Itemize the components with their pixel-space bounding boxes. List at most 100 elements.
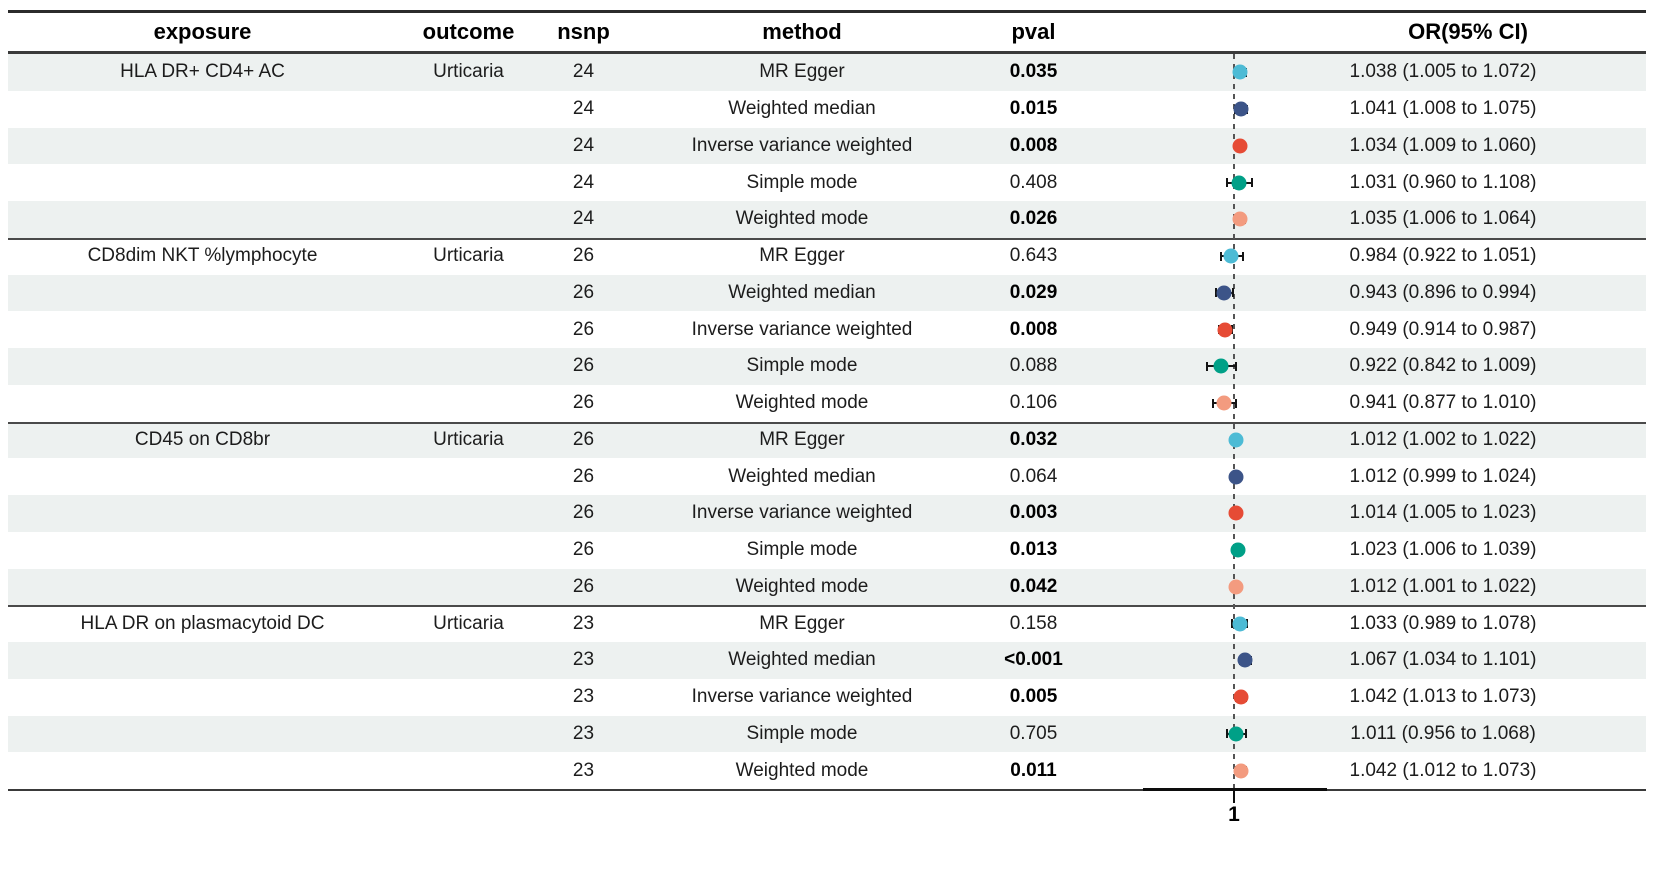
or-point xyxy=(1228,579,1244,595)
forest-cell xyxy=(1090,569,1290,606)
reference-line xyxy=(1233,54,1235,791)
table-row: 26 Weighted median 0.064 1.012 (0.999 to… xyxy=(8,458,1646,495)
pval-cell: 0.408 xyxy=(1009,171,1058,193)
or-ci-cell: 1.035 (1.006 to 1.064) xyxy=(1349,208,1537,230)
forest-cell xyxy=(1090,164,1290,201)
or-ci-cell: 1.067 (1.034 to 1.101) xyxy=(1349,649,1537,671)
pval-cell: 0.705 xyxy=(1009,722,1058,744)
col-header-or-ci: OR(95% CI) xyxy=(1408,19,1528,44)
forest-cell xyxy=(1090,91,1290,128)
table-row: 23 Inverse variance weighted 0.005 1.042… xyxy=(8,679,1646,716)
table-row: 26 Simple mode 0.013 1.023 (1.006 to 1.0… xyxy=(8,532,1646,569)
forest-cell xyxy=(1090,128,1290,165)
or-point xyxy=(1213,358,1229,374)
exposure-cell: HLA DR on plasmacytoid DC xyxy=(80,612,325,634)
nsnp-cell: 26 xyxy=(572,245,595,267)
outcome-cell: Urticaria xyxy=(433,612,504,634)
outcome-cell: Urticaria xyxy=(433,245,504,267)
pval-cell: 0.029 xyxy=(1009,281,1058,303)
or-ci-cell: 1.012 (1.002 to 1.022) xyxy=(1349,428,1537,450)
method-cell: Simple mode xyxy=(746,171,858,193)
table-row: 24 Weighted median 0.015 1.041 (1.008 to… xyxy=(8,91,1646,128)
table-row: 24 Weighted mode 0.026 1.035 (1.006 to 1… xyxy=(8,201,1646,238)
nsnp-cell: 26 xyxy=(572,281,595,303)
method-cell: Weighted mode xyxy=(735,208,869,230)
method-cell: Inverse variance weighted xyxy=(691,686,913,708)
method-cell: Weighted median xyxy=(728,281,876,303)
table-row: CD45 on CD8br Urticaria 26 MR Egger 0.03… xyxy=(8,421,1646,459)
forest-cell xyxy=(1090,752,1290,789)
pval-cell: 0.008 xyxy=(1009,134,1058,156)
col-header-nsnp: nsnp xyxy=(557,19,610,44)
col-header-outcome: outcome xyxy=(422,19,515,44)
nsnp-cell: 26 xyxy=(572,392,595,414)
col-header-pval: pval xyxy=(1011,19,1056,44)
or-point xyxy=(1228,726,1244,742)
col-header-exposure: exposure xyxy=(153,19,252,44)
forest-cell xyxy=(1090,458,1290,495)
or-ci-cell: 1.042 (1.013 to 1.073) xyxy=(1349,686,1537,708)
or-ci-cell: 1.034 (1.009 to 1.060) xyxy=(1349,134,1537,156)
or-ci-cell: 1.041 (1.008 to 1.075) xyxy=(1349,98,1537,120)
or-point xyxy=(1233,763,1249,779)
or-ci-cell: 1.012 (0.999 to 1.024) xyxy=(1349,465,1537,487)
table-row: 26 Weighted mode 0.042 1.012 (1.001 to 1… xyxy=(8,568,1646,606)
forest-cell xyxy=(1090,495,1290,532)
nsnp-cell: 24 xyxy=(572,61,595,83)
exposure-cell: CD8dim NKT %lymphocyte xyxy=(87,245,318,267)
table-row: 23 Simple mode 0.705 1.011 (0.956 to 1.0… xyxy=(8,715,1646,753)
table-body: HLA DR+ CD4+ AC Urticaria 24 MR Egger 0.… xyxy=(8,54,1646,789)
forest-cell xyxy=(1090,275,1290,312)
forest-cell xyxy=(1090,642,1290,679)
forest-cell xyxy=(1090,385,1290,422)
nsnp-cell: 26 xyxy=(572,502,595,524)
col-header-method: method xyxy=(762,19,842,44)
or-point xyxy=(1232,64,1248,80)
forest-cell xyxy=(1090,716,1290,753)
or-point xyxy=(1228,505,1244,521)
or-ci-cell: 1.042 (1.012 to 1.073) xyxy=(1349,759,1537,781)
forest-cell xyxy=(1090,238,1290,275)
method-cell: Weighted mode xyxy=(735,392,869,414)
or-point xyxy=(1232,138,1248,154)
method-cell: MR Egger xyxy=(759,61,845,83)
pval-cell: 0.042 xyxy=(1009,575,1058,597)
pval-cell: 0.158 xyxy=(1009,612,1058,634)
nsnp-cell: 26 xyxy=(572,465,595,487)
or-ci-cell: 0.984 (0.922 to 1.051) xyxy=(1349,245,1537,267)
forest-cell xyxy=(1090,201,1290,238)
pval-cell: 0.013 xyxy=(1009,539,1058,561)
method-cell: Simple mode xyxy=(746,539,858,561)
table-row: 26 Inverse variance weighted 0.008 0.949… xyxy=(8,311,1646,348)
pval-cell: 0.011 xyxy=(1010,759,1057,781)
nsnp-cell: 26 xyxy=(572,575,595,597)
or-ci-cell: 1.031 (0.960 to 1.108) xyxy=(1349,171,1537,193)
or-point xyxy=(1237,652,1253,668)
outcome-cell: Urticaria xyxy=(433,61,504,83)
or-ci-cell: 0.949 (0.914 to 0.987) xyxy=(1349,318,1537,340)
or-ci-cell: 1.011 (0.956 to 1.068) xyxy=(1350,722,1536,744)
outcome-cell: Urticaria xyxy=(433,428,504,450)
pval-cell: 0.005 xyxy=(1009,686,1058,708)
or-point xyxy=(1232,211,1248,227)
nsnp-cell: 23 xyxy=(572,686,595,708)
header-row: exposure outcome nsnp method pval OR(95%… xyxy=(8,13,1646,54)
or-ci-cell: 0.941 (0.877 to 1.010) xyxy=(1349,392,1537,414)
pval-cell: 0.088 xyxy=(1009,355,1058,377)
nsnp-cell: 23 xyxy=(572,759,595,781)
nsnp-cell: 26 xyxy=(572,355,595,377)
table-row: 26 Weighted mode 0.106 0.941 (0.877 to 1… xyxy=(8,385,1646,422)
or-point xyxy=(1228,432,1244,448)
forest-table: exposure outcome nsnp method pval OR(95%… xyxy=(8,10,1646,826)
exposure-cell: HLA DR+ CD4+ AC xyxy=(120,61,285,83)
method-cell: Simple mode xyxy=(746,722,858,744)
nsnp-cell: 26 xyxy=(572,428,595,450)
exposure-cell: CD45 on CD8br xyxy=(134,428,271,450)
table-row: 24 Simple mode 0.408 1.031 (0.960 to 1.1… xyxy=(8,164,1646,201)
pval-cell: 0.643 xyxy=(1009,245,1058,267)
method-cell: MR Egger xyxy=(759,245,845,267)
or-point xyxy=(1230,542,1246,558)
nsnp-cell: 26 xyxy=(572,539,595,561)
or-ci-cell: 1.038 (1.005 to 1.072) xyxy=(1349,61,1537,83)
